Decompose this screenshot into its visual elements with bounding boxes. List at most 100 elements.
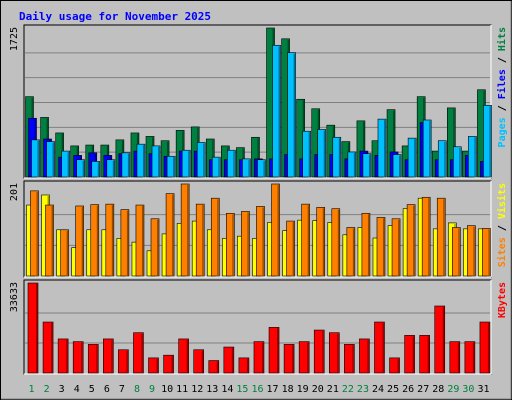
bar-pages [422,119,432,178]
bar-kbytes-shade [51,323,53,373]
bar-pages [362,153,372,178]
legend-entry: Files [496,69,508,99]
bar-pages [106,159,116,178]
bar-kbytes-shade [322,331,324,373]
bar-sites [30,190,39,277]
bar-kbytes [464,341,476,374]
bar-kbytes-shade [352,345,354,373]
x-tick-label: 21 [327,384,339,395]
bar-sites [45,204,54,277]
bar-sites [391,218,401,277]
bar-kbytes-shade [427,336,430,373]
bar-sites [467,225,476,277]
bar-sites-shade [36,191,38,276]
bar-kbytes-shade [36,284,38,373]
x-tick-label: 13 [206,384,218,395]
bar-pages [227,149,236,178]
x-tick-label: 18 [282,384,294,395]
bar-sites [210,197,220,277]
x-tick-label: 12 [191,384,203,395]
bar-sites [271,183,280,277]
bar-pages [211,156,221,178]
bar-kbytes [223,346,235,374]
bar-kbytes [27,282,39,374]
bar-kbytes-shade [126,350,128,373]
bar-kbytes-shade [141,333,143,373]
bar-pages-shade [97,162,100,177]
bar-kbytes [57,338,69,374]
legend-entry: / [497,99,508,117]
x-tick-label: 22 [342,384,354,395]
bar-kbytes [328,332,340,374]
bar-pages-shade [338,138,341,177]
bar-kbytes-shade [292,345,294,373]
bar-sites [331,208,341,277]
bar-sites-shade [322,208,325,276]
bar-kbytes [118,349,129,374]
bar-kbytes [193,349,205,374]
bar-kbytes-shade [277,328,279,373]
bar-pages-shade [489,106,491,177]
legend-entry: / [497,51,508,69]
bar-pages [136,143,146,178]
bar-sites [150,218,160,277]
bar-kbytes-shade [231,348,234,373]
panel-kbytes: 33633 KBytes [9,279,508,375]
bar-pages-shade [399,155,401,177]
bar-pages-shade [293,53,295,178]
bar-sites-shade [232,214,234,276]
bar-sites [436,197,446,277]
bar-sites-shade [51,206,53,276]
bar-pages [483,105,492,178]
bar-kbytes [344,344,355,374]
bar-pages-shade [323,130,326,177]
x-tick-label: 1 [29,384,35,395]
bar-pages [347,151,357,178]
bar-sites [75,205,84,277]
bar-sites-shade [172,194,174,276]
panel-legend: KBytes [497,282,508,318]
bar-kbytes-shade [472,342,475,373]
bar-pages [257,159,266,178]
panel-max-label: 201 [9,183,20,201]
bar-kbytes [479,321,491,374]
bar-kbytes [103,338,114,374]
bar-sites [135,204,145,277]
bar-pages-shade [308,132,311,177]
x-tick-label: 26 [402,384,414,395]
bar-kbytes [298,341,310,374]
bar-sites [105,203,115,277]
bar-kbytes-shade [397,358,399,373]
bar-pages-shade [368,154,371,177]
bar-pages-shade [278,46,280,178]
bar-hits-shade [393,110,395,177]
bar-pages-shade [188,151,190,177]
x-tick-label: 4 [74,384,80,395]
bar-hits-shade [257,138,259,177]
bar-kbytes [404,335,415,374]
bar-kbytes [374,321,385,374]
bar-pages-shade [52,142,54,177]
bar-pages-shade [429,120,431,177]
bar-sites-shade [277,185,279,276]
x-tick-label: 29 [447,384,459,395]
bar-sites-shade [382,218,385,276]
bar-pages-shade [459,147,461,177]
bar-sites [60,229,69,277]
bar-kbytes [253,341,265,374]
bar-pages [61,150,70,178]
x-tick-label: 28 [432,384,444,395]
bar-kbytes [163,354,174,374]
bar-pages [332,136,342,178]
bar-hits-shade [453,108,455,177]
chart-title: Daily usage for November 2025 [19,10,211,23]
x-axis-labels: 1 2 3 4 5 6 7 8 9 10 11 12 13 14 15 16 17 18 19 20 21 22 23 24 2… [29,384,490,395]
bar-pages [468,136,477,178]
bar-kbytes-shade [367,339,369,373]
bar-pages [302,130,311,178]
bar-kbytes [449,341,461,374]
bar-pages-shade [112,160,115,177]
bar-sites-shade [292,222,294,276]
bar-sites [482,228,491,277]
